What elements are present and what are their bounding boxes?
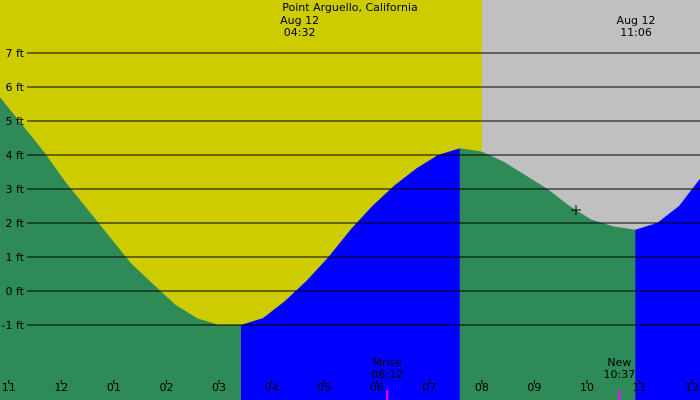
tide-areas: [0, 97, 700, 400]
x-tick-label: 05: [317, 381, 331, 394]
extreme-time-1: 11:06: [620, 26, 652, 39]
x-tick-label: 12: [54, 381, 68, 394]
y-tick-label: 7 ft: [6, 47, 25, 60]
x-axis-labels: 1112010203040506070809101112010203040506…: [2, 381, 699, 394]
x-tick-label: 09: [527, 381, 541, 394]
falling-tide-area-0: [0, 97, 241, 400]
x-tick-label: 07: [422, 381, 436, 394]
y-tick-label: 2 ft: [6, 217, 25, 230]
height-gridlines: [27, 52, 700, 326]
y-axis-labels: 7 ft 6 ft 5 ft 4 ft 3 ft 2 ft 1 ft 0 ft -1 ft: [2, 47, 25, 332]
x-tick-label: 11: [2, 381, 16, 394]
extreme-time-0: 04:32: [284, 26, 316, 39]
x-tick-label: 03: [212, 381, 226, 394]
y-tick-label: 3 ft: [6, 183, 25, 196]
falling-tide-area-2: [459, 148, 636, 400]
x-tick-label: 06: [370, 381, 384, 394]
y-tick-label: 6 ft: [6, 81, 25, 94]
moon-marker: [618, 390, 621, 400]
extreme-date-0: Aug 12: [280, 14, 319, 27]
x-tick-label: 04: [265, 381, 279, 394]
moon-marker: [386, 390, 389, 400]
x-tick-label: 08: [475, 381, 489, 394]
moon-event-time: 06:12: [371, 368, 403, 381]
crosshair-cursor: [571, 205, 581, 215]
chart-title: Point Arguello, California: [282, 1, 417, 14]
rising-tide-area-3: [635, 178, 700, 400]
y-tick-label: 5 ft: [6, 115, 25, 128]
extreme-date-1: Aug 12: [617, 14, 656, 27]
x-tick-label: 02: [159, 381, 173, 394]
y-tick-label: -1 ft: [2, 319, 25, 332]
moon-event-label: New: [607, 356, 631, 369]
moon-event-time: 10:37: [604, 368, 636, 381]
moon-event-label: Mrise: [372, 356, 402, 369]
y-tick-label: 0 ft: [6, 285, 25, 298]
x-tick-label: 12: [685, 381, 699, 394]
x-axis-ticks: [8, 380, 693, 384]
rising-tide-area-1: [240, 148, 460, 400]
x-tick-label: 01: [107, 381, 121, 394]
y-tick-label: 1 ft: [6, 251, 25, 264]
x-tick-label: 10: [580, 381, 594, 394]
y-tick-label: 4 ft: [6, 149, 25, 162]
x-tick-label: 11: [633, 381, 647, 394]
